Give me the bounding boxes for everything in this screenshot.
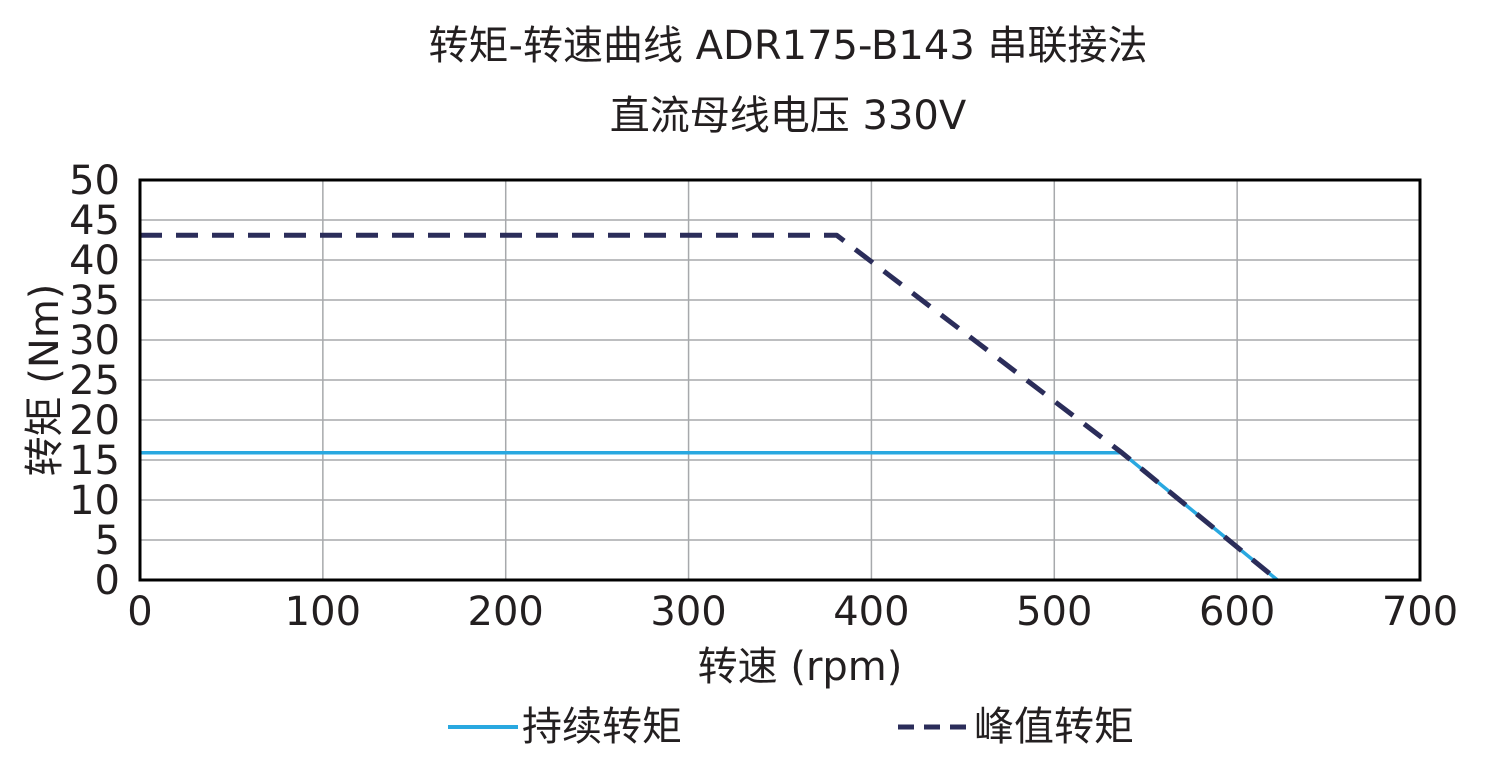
x-tick-label: 400 xyxy=(833,589,909,635)
x-tick-label: 100 xyxy=(285,589,361,635)
y-tick-label: 0 xyxy=(95,558,120,604)
y-axis-title: 转矩 (Nm) xyxy=(22,284,68,477)
y-tick-label: 5 xyxy=(95,518,120,564)
chart-subtitle: 直流母线电压 330V xyxy=(610,93,967,139)
series-lines xyxy=(140,232,1279,582)
y-tick-label: 40 xyxy=(69,238,120,284)
x-tick-label: 600 xyxy=(1199,589,1275,635)
legend: 持续转矩 峰值转矩 xyxy=(448,704,1134,750)
x-tick-label: 300 xyxy=(650,589,726,635)
grid-lines xyxy=(140,180,1420,580)
y-tick-label: 20 xyxy=(69,398,120,444)
series-line-continuous-torque xyxy=(140,451,1279,582)
y-tick-label: 50 xyxy=(69,158,120,204)
plot-frame xyxy=(138,178,1422,582)
y-tick-label: 30 xyxy=(69,318,120,364)
x-tick-label: 700 xyxy=(1382,589,1458,635)
y-tick-label: 15 xyxy=(69,438,120,484)
tick-labels: 0 100 200 300 400 500 600 700 051015202530354045… xyxy=(69,158,1458,635)
series-line-peak-torque xyxy=(140,232,1279,582)
legend-label-peak: 峰值转矩 xyxy=(974,704,1134,750)
x-axis-title: 转速 (rpm) xyxy=(698,644,903,690)
y-tick-label: 25 xyxy=(69,358,120,404)
y-tick-label: 10 xyxy=(69,478,120,524)
x-tick-label: 200 xyxy=(468,589,544,635)
chart-title: 转矩-转速曲线 ADR175-B143 串联接法 xyxy=(429,23,1148,69)
x-tick-label: 0 xyxy=(127,589,152,635)
y-tick-label: 45 xyxy=(69,198,120,244)
legend-label-continuous: 持续转矩 xyxy=(522,704,682,750)
x-tick-label: 500 xyxy=(1016,589,1092,635)
y-tick-label: 35 xyxy=(69,278,120,324)
